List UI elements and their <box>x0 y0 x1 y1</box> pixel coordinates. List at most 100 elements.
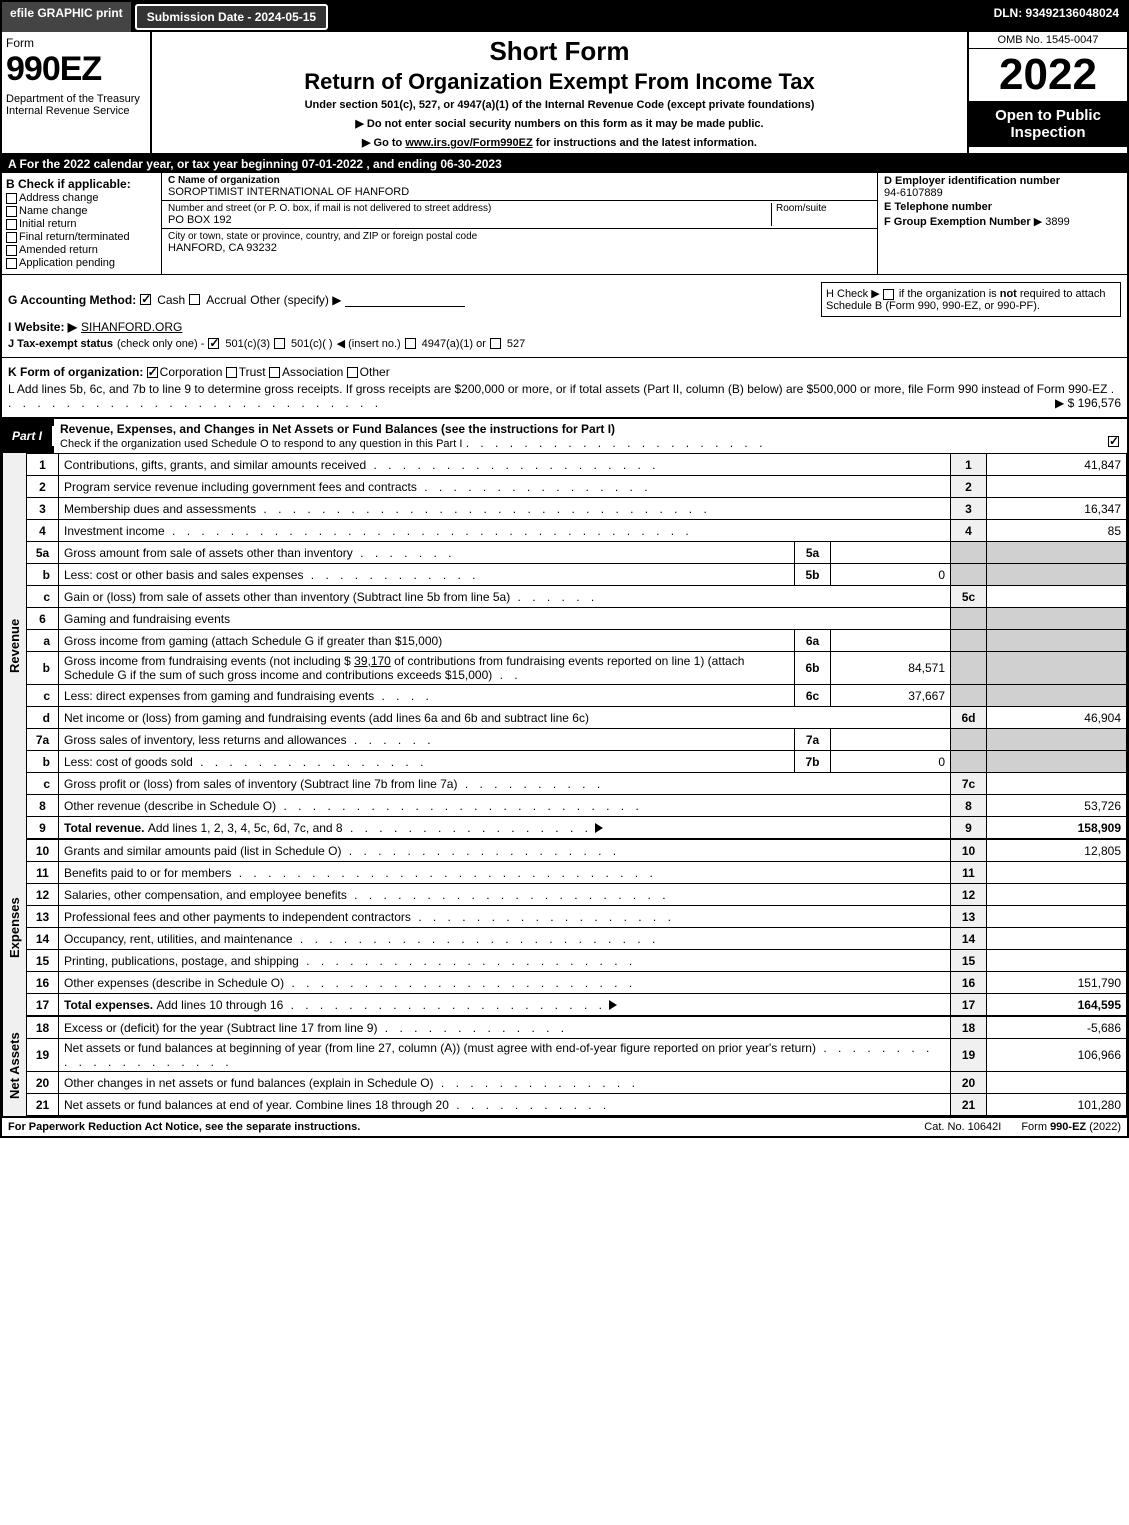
instr-ssn: ▶ Do not enter social security numbers o… <box>156 117 963 130</box>
expenses-table: 10Grants and similar amounts paid (list … <box>26 839 1127 1016</box>
vlabel-expenses: Expenses <box>2 839 26 1016</box>
k-label: K Form of organization: <box>8 365 143 379</box>
chk-4947[interactable] <box>405 338 416 349</box>
efile-print[interactable]: efile GRAPHIC print <box>2 2 133 32</box>
section-def: D Employer identification number 94-6107… <box>877 173 1127 274</box>
line-1: 1Contributions, gifts, grants, and simil… <box>27 454 1127 476</box>
line-15: 15Printing, publications, postage, and s… <box>27 950 1127 972</box>
chk-name-change[interactable]: Name change <box>6 205 157 217</box>
line-20: 20Other changes in net assets or fund ba… <box>27 1072 1127 1094</box>
chk-assoc[interactable] <box>269 367 280 378</box>
line-4: 4Investment income . . . . . . . . . . .… <box>27 520 1127 542</box>
line-3: 3Membership dues and assessments . . . .… <box>27 498 1127 520</box>
j-label: J Tax-exempt status <box>8 338 113 350</box>
section-kl: K Form of organization: Corporation Trus… <box>2 358 1127 419</box>
chk-part1-schedule-o[interactable] <box>1108 436 1119 447</box>
line-17: 17Total expenses. Add lines 10 through 1… <box>27 994 1127 1016</box>
chk-cash[interactable] <box>140 294 151 305</box>
under-section: Under section 501(c), 527, or 4947(a)(1)… <box>156 99 963 111</box>
line-21: 21Net assets or fund balances at end of … <box>27 1094 1127 1116</box>
chk-amended[interactable]: Amended return <box>6 244 157 256</box>
footer-catno: Cat. No. 10642I <box>924 1121 1001 1133</box>
chk-accrual[interactable] <box>189 294 200 305</box>
l-amount: ▶ $ 196,576 <box>1055 396 1121 410</box>
header-center: Short Form Return of Organization Exempt… <box>152 32 967 153</box>
form-number: 990EZ <box>6 50 146 89</box>
website-link[interactable]: SIHANFORD.ORG <box>81 320 182 334</box>
f-group-value: ▶ 3899 <box>1034 216 1070 228</box>
form-container: efile GRAPHIC print Submission Date - 20… <box>0 0 1129 1138</box>
block-bcdef: B Check if applicable: Address change Na… <box>2 173 1127 275</box>
d-ein-label: D Employer identification number <box>884 175 1121 187</box>
section-ghij: G Accounting Method: Cash Accrual Other … <box>2 275 1127 358</box>
line-19: 19Net assets or fund balances at beginni… <box>27 1039 1127 1072</box>
row-a-tax-year: A For the 2022 calendar year, or tax yea… <box>2 155 1127 173</box>
c-name-label: C Name of organization <box>168 175 280 186</box>
g-label: G Accounting Method: <box>8 293 136 307</box>
irs-link[interactable]: www.irs.gov/Form990EZ <box>405 137 532 149</box>
line-7b: bLess: cost of goods sold . . . . . . . … <box>27 751 1127 773</box>
footer: For Paperwork Reduction Act Notice, see … <box>2 1116 1127 1136</box>
header-left: Form 990EZ Department of the Treasury In… <box>2 32 152 153</box>
part1-title: Revenue, Expenses, and Changes in Net As… <box>54 419 1127 453</box>
header: Form 990EZ Department of the Treasury In… <box>2 32 1127 155</box>
revenue-table: 1Contributions, gifts, grants, and simil… <box>26 453 1127 839</box>
chk-trust[interactable] <box>226 367 237 378</box>
line-10: 10Grants and similar amounts paid (list … <box>27 840 1127 862</box>
line-5a: 5aGross amount from sale of assets other… <box>27 542 1127 564</box>
org-city: HANFORD, CA 93232 <box>168 242 871 254</box>
vlabel-revenue: Revenue <box>2 453 26 839</box>
line-2: 2Program service revenue including gover… <box>27 476 1127 498</box>
arrow-icon <box>609 1000 617 1010</box>
expenses-block: Expenses 10Grants and similar amounts pa… <box>2 839 1127 1016</box>
line-14: 14Occupancy, rent, utilities, and mainte… <box>27 928 1127 950</box>
e-phone-label: E Telephone number <box>884 201 992 213</box>
part1-tag: Part I <box>2 426 54 446</box>
section-b: B Check if applicable: Address change Na… <box>2 173 162 274</box>
chk-other-org[interactable] <box>347 367 358 378</box>
chk-corp[interactable] <box>147 367 158 378</box>
section-c: C Name of organization SOROPTIMIST INTER… <box>162 173 877 274</box>
chk-app-pending[interactable]: Application pending <box>6 257 157 269</box>
part1-header: Part I Revenue, Expenses, and Changes in… <box>2 419 1127 453</box>
line-6c: cLess: direct expenses from gaming and f… <box>27 685 1127 707</box>
f-group-label: F Group Exemption Number <box>884 216 1031 228</box>
line-6a: aGross income from gaming (attach Schedu… <box>27 630 1127 652</box>
l-text: L Add lines 5b, 6c, and 7b to line 9 to … <box>8 382 1107 396</box>
h-box: H Check ▶ if the organization is not req… <box>821 282 1121 317</box>
room-label: Room/suite <box>776 203 871 214</box>
arrow-icon <box>595 823 603 833</box>
instr-goto: ▶ Go to www.irs.gov/Form990EZ for instru… <box>156 136 963 149</box>
open-to-public: Open to Public Inspection <box>969 101 1127 147</box>
line-7c: cGross profit or (loss) from sales of in… <box>27 773 1127 795</box>
org-name: SOROPTIMIST INTERNATIONAL OF HANFORD <box>168 186 871 198</box>
line-6b: bGross income from fundraising events (n… <box>27 652 1127 685</box>
vlabel-netassets: Net Assets <box>2 1016 26 1116</box>
chk-501c3[interactable] <box>208 338 219 349</box>
line-12: 12Salaries, other compensation, and empl… <box>27 884 1127 906</box>
chk-h[interactable] <box>883 289 894 300</box>
b-header: B Check if applicable: <box>6 177 157 191</box>
chk-initial-return[interactable]: Initial return <box>6 218 157 230</box>
submission-date: Submission Date - 2024-05-15 <box>135 4 328 30</box>
c-addr-label: Number and street (or P. O. box, if mail… <box>168 203 771 214</box>
dept-label: Department of the Treasury Internal Reve… <box>6 93 146 117</box>
g-other-blank[interactable] <box>345 293 465 307</box>
footer-right: Form 990-EZ (2022) <box>1021 1121 1121 1133</box>
dln: DLN: 93492136048024 <box>986 2 1127 32</box>
line-18: 18Excess or (deficit) for the year (Subt… <box>27 1017 1127 1039</box>
chk-501c[interactable] <box>274 338 285 349</box>
topbar: efile GRAPHIC print Submission Date - 20… <box>2 2 1127 32</box>
chk-address-change[interactable]: Address change <box>6 192 157 204</box>
chk-final-return[interactable]: Final return/terminated <box>6 231 157 243</box>
line-13: 13Professional fees and other payments t… <box>27 906 1127 928</box>
tax-year: 2022 <box>969 49 1127 101</box>
netassets-block: Net Assets 18Excess or (deficit) for the… <box>2 1016 1127 1116</box>
line-6: 6Gaming and fundraising events <box>27 608 1127 630</box>
i-label: I Website: ▶ <box>8 320 77 334</box>
org-address: PO BOX 192 <box>168 214 771 226</box>
line-16: 16Other expenses (describe in Schedule O… <box>27 972 1127 994</box>
chk-527[interactable] <box>490 338 501 349</box>
netassets-table: 18Excess or (deficit) for the year (Subt… <box>26 1016 1127 1116</box>
form-word: Form <box>6 36 146 50</box>
